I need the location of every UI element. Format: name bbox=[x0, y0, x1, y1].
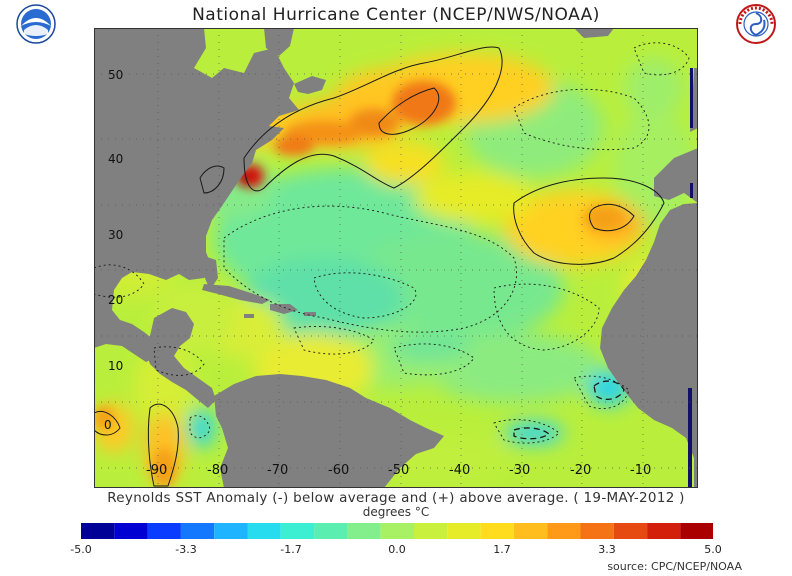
negative-contours bbox=[513, 380, 625, 440]
lat-label-10: 10 bbox=[108, 359, 123, 373]
lon-label-90: -90 bbox=[146, 463, 167, 478]
solid-contours bbox=[94, 46, 665, 487]
lon-label-60: -60 bbox=[328, 463, 349, 478]
graticule bbox=[94, 28, 698, 488]
lat-label-30: 30 bbox=[108, 228, 123, 242]
colorbar-tick-label: -1.7 bbox=[280, 543, 302, 556]
colorbar bbox=[81, 523, 713, 539]
latitude-labels: 50 40 30 20 10 0 bbox=[104, 68, 123, 432]
colorbar-tick-label: -3.3 bbox=[175, 543, 197, 556]
lat-label-20: 20 bbox=[108, 293, 123, 307]
edge-bar-mid bbox=[690, 183, 693, 198]
noaa-logo bbox=[16, 4, 56, 44]
chart-title: National Hurricane Center (NCEP/NWS/NOAA… bbox=[192, 5, 600, 25]
longitude-labels: -90 -80 -70 -60 -50 -40 -30 -20 -10 bbox=[146, 463, 651, 478]
lon-label-10: -10 bbox=[630, 463, 651, 478]
lon-label-30: -30 bbox=[509, 463, 530, 478]
source-credit: source: CPC/NCEP/NOAA bbox=[607, 560, 742, 573]
lat-label-0: 0 bbox=[104, 418, 112, 432]
edge-bar-south bbox=[688, 388, 692, 488]
dashed-contours bbox=[94, 42, 690, 444]
lon-label-80: -80 bbox=[207, 463, 228, 478]
map-caption: Reynolds SST Anomaly (-) below average a… bbox=[107, 490, 685, 506]
units-label: degrees °C bbox=[362, 505, 430, 519]
sst-anomaly-map: 50 40 30 20 10 0 -90 -80 -70 -60 -50 -40… bbox=[94, 28, 698, 488]
map-border bbox=[94, 28, 698, 488]
lon-label-20: -20 bbox=[570, 463, 591, 478]
colorbar-tick-label: 3.3 bbox=[598, 543, 616, 556]
lat-label-50: 50 bbox=[108, 68, 123, 82]
lon-label-50: -50 bbox=[388, 463, 409, 478]
edge-bar-north bbox=[690, 68, 693, 128]
colorbar-tick-label: 5.0 bbox=[704, 543, 722, 556]
nws-logo bbox=[736, 4, 776, 44]
colorbar-tick-label: 1.7 bbox=[493, 543, 511, 556]
lon-label-70: -70 bbox=[267, 463, 288, 478]
colorbar-tick-label: -5.0 bbox=[70, 543, 92, 556]
lon-label-40: -40 bbox=[449, 463, 470, 478]
lat-label-40: 40 bbox=[108, 152, 123, 166]
land-masses bbox=[94, 28, 698, 488]
colorbar-segments bbox=[81, 523, 713, 539]
colorbar-tick-label: 0.0 bbox=[388, 543, 406, 556]
